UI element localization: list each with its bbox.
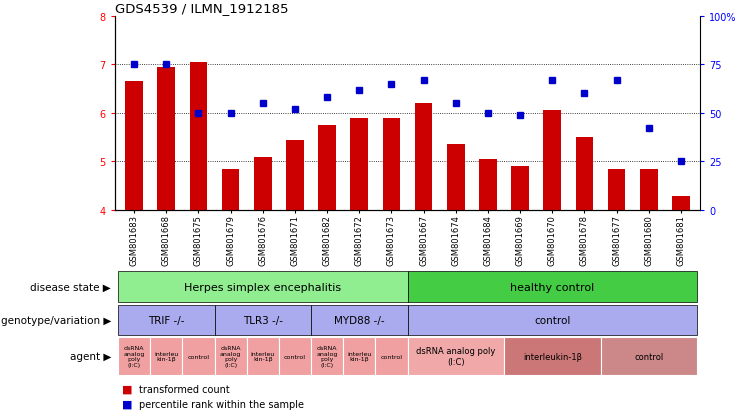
Text: interleu
kin-1β: interleu kin-1β: [154, 351, 179, 361]
Bar: [222, 169, 239, 211]
Text: TRIF -/-: TRIF -/-: [148, 315, 185, 325]
Text: control: control: [634, 352, 663, 361]
Bar: [319, 126, 336, 211]
Bar: [190, 63, 207, 211]
Bar: [254, 157, 272, 211]
Text: dsRNA
analog
poly
(I:C): dsRNA analog poly (I:C): [220, 346, 242, 367]
Bar: [382, 119, 400, 211]
Bar: [576, 138, 594, 211]
Bar: [408, 272, 697, 302]
Bar: [286, 140, 304, 211]
Text: TLR3 -/-: TLR3 -/-: [243, 315, 283, 325]
Bar: [118, 272, 408, 302]
Bar: [640, 169, 657, 211]
Text: interleukin-1β: interleukin-1β: [523, 352, 582, 361]
Text: percentile rank within the sample: percentile rank within the sample: [139, 399, 304, 409]
Bar: [150, 337, 182, 375]
Text: disease state ▶: disease state ▶: [30, 282, 111, 292]
Text: dsRNA
analog
poly
(I:C): dsRNA analog poly (I:C): [124, 346, 144, 367]
Bar: [125, 82, 143, 211]
Text: genotype/variation ▶: genotype/variation ▶: [1, 315, 111, 325]
Text: interleu
kin-1β: interleu kin-1β: [250, 351, 275, 361]
Bar: [376, 337, 408, 375]
Text: control: control: [187, 354, 210, 359]
Bar: [350, 119, 368, 211]
Bar: [672, 196, 690, 211]
Bar: [118, 305, 215, 335]
Text: ■: ■: [122, 384, 136, 394]
Text: dsRNA
analog
poly
(I:C): dsRNA analog poly (I:C): [316, 346, 338, 367]
Bar: [343, 337, 376, 375]
Bar: [408, 337, 504, 375]
Text: control: control: [380, 354, 402, 359]
Text: control: control: [284, 354, 306, 359]
Bar: [408, 305, 697, 335]
Bar: [504, 337, 600, 375]
Bar: [247, 337, 279, 375]
Bar: [215, 305, 311, 335]
Text: dsRNA analog poly
(I:C): dsRNA analog poly (I:C): [416, 347, 496, 366]
Text: healthy control: healthy control: [510, 282, 594, 292]
Bar: [415, 104, 433, 211]
Bar: [182, 337, 215, 375]
Bar: [215, 337, 247, 375]
Bar: [118, 337, 150, 375]
Bar: [158, 67, 175, 211]
Text: interleu
kin-1β: interleu kin-1β: [347, 351, 371, 361]
Bar: [600, 337, 697, 375]
Bar: [311, 337, 343, 375]
Bar: [479, 160, 496, 211]
Text: ■: ■: [122, 399, 136, 409]
Text: agent ▶: agent ▶: [70, 351, 111, 361]
Bar: [511, 167, 529, 211]
Text: Herpes simplex encephalitis: Herpes simplex encephalitis: [185, 282, 342, 292]
Text: control: control: [534, 315, 571, 325]
Bar: [608, 169, 625, 211]
Text: MYD88 -/-: MYD88 -/-: [334, 315, 385, 325]
Bar: [447, 145, 465, 211]
Bar: [311, 305, 408, 335]
Text: transformed count: transformed count: [139, 384, 229, 394]
Text: GDS4539 / ILMN_1912185: GDS4539 / ILMN_1912185: [115, 2, 288, 15]
Bar: [279, 337, 311, 375]
Bar: [543, 111, 561, 211]
